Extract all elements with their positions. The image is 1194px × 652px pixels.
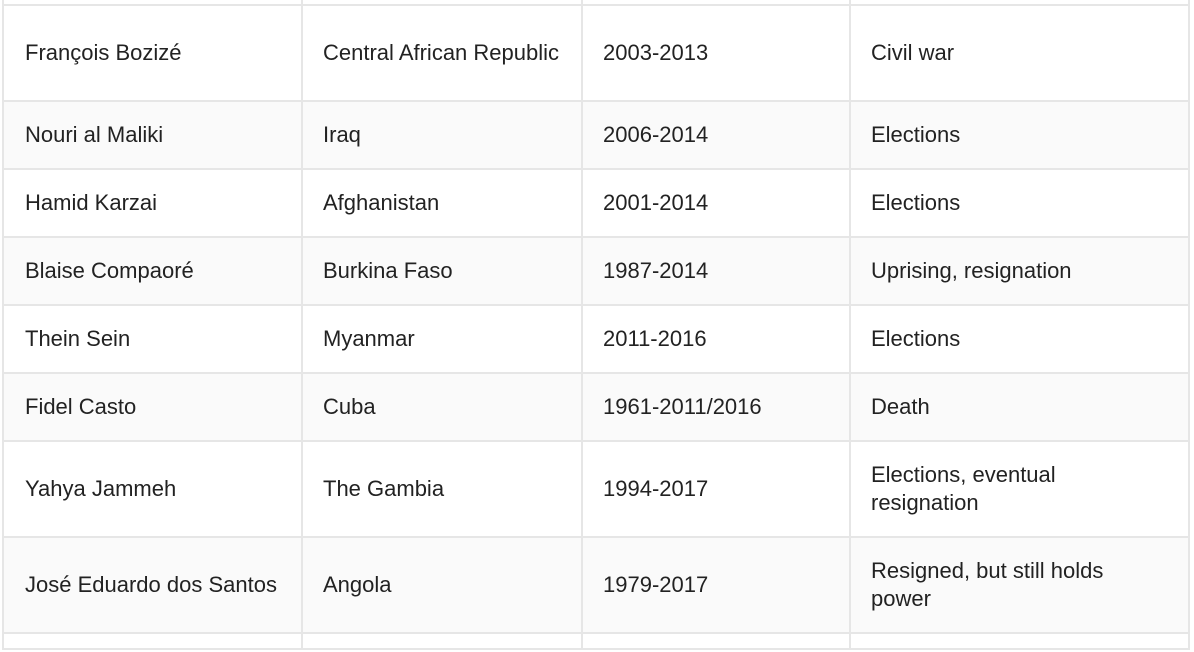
cell-years: 2003-2013	[581, 4, 851, 102]
cell-country: Angola	[301, 536, 583, 634]
cell-country: Myanmar	[301, 304, 583, 374]
cell-country: Afghanistan	[301, 168, 583, 238]
table-row-partial	[2, 0, 1190, 6]
cell-leader: Yahya Jammeh	[2, 440, 303, 538]
cell-years: 2011-2016	[581, 304, 851, 374]
cell-end: Death	[849, 372, 1190, 442]
cell-end: Uprising, resignation	[849, 236, 1190, 306]
cell-leader: Hamid Karzai	[2, 168, 303, 238]
cell-end: Elections	[849, 168, 1190, 238]
cell-country: Burkina Faso	[301, 236, 583, 306]
cell-country: Iraq	[301, 100, 583, 170]
table-row: José Eduardo dos Santos Angola 1979-2017…	[2, 536, 1190, 634]
cell-years: 2006-2014	[581, 100, 851, 170]
cell-years: 1979-2017	[581, 536, 851, 634]
table-row: Yahya Jammeh The Gambia 1994-2017 Electi…	[2, 440, 1190, 538]
table-row: Nouri al Maliki Iraq 2006-2014 Elections	[2, 100, 1190, 170]
cell-end: Civil war	[849, 4, 1190, 102]
cell-country: Central African Republic	[301, 4, 583, 102]
cell-years: 1961-2011/2016	[581, 372, 851, 442]
table-row: Thein Sein Myanmar 2011-2016 Elections	[2, 304, 1190, 374]
cell-leader: Blaise Compaoré	[2, 236, 303, 306]
cell-end: Elections	[849, 304, 1190, 374]
cell-leader: Fidel Casto	[2, 372, 303, 442]
table-row: François Bozizé Central African Republic…	[2, 4, 1190, 102]
cell-years: 2001-2014	[581, 168, 851, 238]
cell-leader: Nouri al Maliki	[2, 100, 303, 170]
cell-leader: José Eduardo dos Santos	[2, 536, 303, 634]
table-row: Blaise Compaoré Burkina Faso 1987-2014 U…	[2, 236, 1190, 306]
cell-end: Resigned, but still holds power	[849, 536, 1190, 634]
cell-country: The Gambia	[301, 440, 583, 538]
cell-end: Elections, eventual resignation	[849, 440, 1190, 538]
table-row-partial	[2, 632, 1190, 650]
cell-leader: Thein Sein	[2, 304, 303, 374]
cell-years: 1994-2017	[581, 440, 851, 538]
cell-end: Elections	[849, 100, 1190, 170]
cell-years: 1987-2014	[581, 236, 851, 306]
cell-country: Cuba	[301, 372, 583, 442]
cell-leader: François Bozizé	[2, 4, 303, 102]
table-row: Hamid Karzai Afghanistan 2001-2014 Elect…	[2, 168, 1190, 238]
table-row: Fidel Casto Cuba 1961-2011/2016 Death	[2, 372, 1190, 442]
